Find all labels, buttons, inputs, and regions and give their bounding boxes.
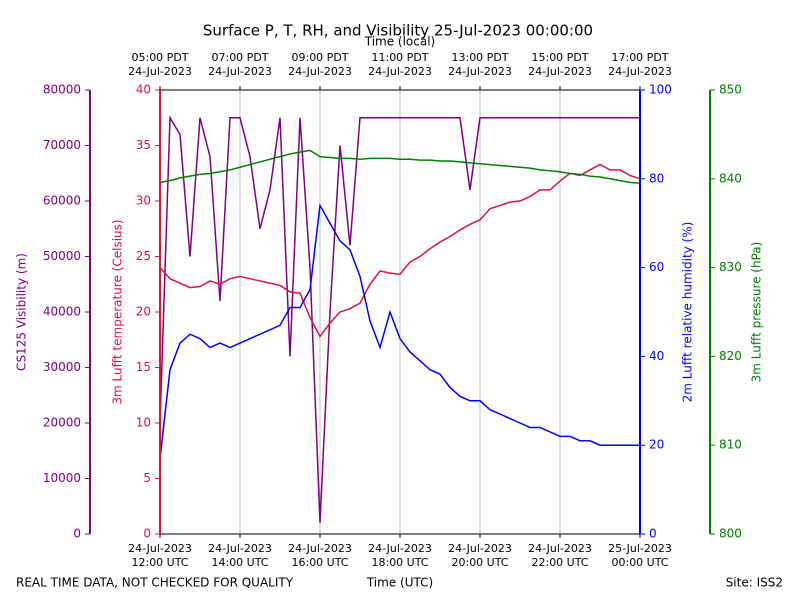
y-tick-label: 35: [136, 138, 151, 152]
y4-tick-label: 830: [719, 260, 742, 274]
site-label: Site: ISS2: [726, 576, 783, 590]
x-tick-label: 24-Jul-2023 12:00 UTC: [128, 542, 192, 569]
x2-axis-label: Time (local): [364, 35, 436, 49]
y-tick-label: 5: [143, 471, 151, 485]
footer-note: REAL TIME DATA, NOT CHECKED FOR QUALITY: [16, 576, 294, 590]
x2-tick-label: 07:00 PDT 24-Jul-2023: [208, 51, 272, 78]
x2-tick-label: 15:00 PDT 24-Jul-2023: [528, 51, 592, 78]
y-axis-label: 3m Lufft temperature (Celsius): [111, 219, 125, 404]
series-line: [159, 203, 640, 459]
y3-axis-label: CS125 Visibility (m): [15, 253, 29, 371]
y4-tick-label: 850: [719, 83, 742, 97]
x2-tick-label: 13:00 PDT 24-Jul-2023: [448, 51, 512, 78]
y3-tick-label: 50000: [43, 249, 81, 263]
series-line: [159, 149, 641, 184]
series-line: [159, 163, 641, 338]
x2-tick-label: 09:00 PDT 24-Jul-2023: [288, 51, 352, 78]
y3-tick-label: 30000: [43, 360, 81, 374]
y3-tick-label: 20000: [43, 416, 81, 430]
y4-tick-label: 820: [719, 349, 742, 363]
x2-tick-label: 05:00 PDT 24-Jul-2023: [128, 51, 192, 78]
x-axis-label: Time (UTC): [366, 576, 433, 590]
y-tick-label: 0: [143, 527, 151, 541]
y2-tick-label: 0: [649, 527, 657, 541]
y2-tick-label: 80: [649, 171, 664, 185]
y-tick-label: 20: [136, 305, 151, 319]
y-tick-label: 25: [136, 249, 151, 263]
y2-tick-label: 20: [649, 438, 664, 452]
y2-tick-label: 100: [649, 83, 672, 97]
y2-tick-label: 60: [649, 260, 664, 274]
y-tick-label: 10: [136, 416, 151, 430]
x-tick-label: 25-Jul-2023 00:00 UTC: [608, 542, 672, 569]
x-tick-label: 24-Jul-2023 16:00 UTC: [288, 542, 352, 569]
x-tick-label: 24-Jul-2023 14:00 UTC: [208, 542, 272, 569]
y3-tick-label: 10000: [43, 471, 81, 485]
series-line: [159, 115, 640, 523]
y-tick-label: 15: [136, 360, 151, 374]
y-tick-label: 30: [136, 194, 151, 208]
y-tick-label: 40: [136, 83, 151, 97]
x-tick-label: 24-Jul-2023 18:00 UTC: [368, 542, 432, 569]
y4-tick-label: 840: [719, 171, 742, 185]
chart-title: Surface P, T, RH, and Visibility 25-Jul-…: [203, 22, 593, 40]
y2-tick-label: 40: [649, 349, 664, 363]
y3-tick-label: 80000: [43, 83, 81, 97]
y3-tick-label: 70000: [43, 138, 81, 152]
x2-tick-label: 11:00 PDT 24-Jul-2023: [368, 51, 432, 78]
y4-tick-label: 800: [719, 527, 742, 541]
y2-axis-label: 2m Lufft relative humidity (%): [681, 222, 695, 403]
x2-tick-label: 17:00 PDT 24-Jul-2023: [608, 51, 672, 78]
y4-tick-label: 810: [719, 438, 742, 452]
x-tick-label: 24-Jul-2023 20:00 UTC: [448, 542, 512, 569]
x-tick-label: 24-Jul-2023 22:00 UTC: [528, 542, 592, 569]
y3-tick-label: 60000: [43, 194, 81, 208]
y3-tick-label: 0: [73, 527, 81, 541]
y4-axis-label: 3m Lufft pressure (hPa): [750, 242, 764, 383]
y3-tick-label: 40000: [43, 305, 81, 319]
